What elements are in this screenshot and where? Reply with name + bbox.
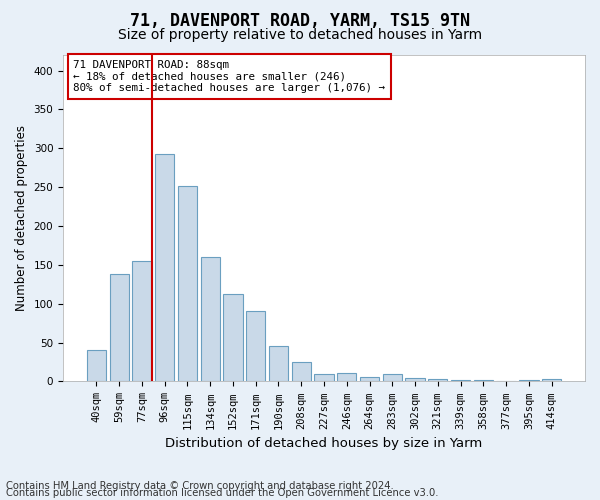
Bar (360, 377, 379, 382)
Bar (519, 380, 539, 382)
Bar (314, 374, 334, 382)
Text: Size of property relative to detached houses in Yarm: Size of property relative to detached ho… (118, 28, 482, 42)
Bar (87, 350, 106, 382)
Bar (132, 261, 152, 382)
Bar (178, 186, 197, 382)
Bar (110, 274, 129, 382)
Bar (406, 378, 425, 382)
Bar (496, 380, 516, 382)
Bar (473, 380, 493, 382)
Text: 71, DAVENPORT ROAD, YARM, TS15 9TN: 71, DAVENPORT ROAD, YARM, TS15 9TN (130, 12, 470, 30)
Bar (428, 379, 448, 382)
Bar (292, 362, 311, 382)
Bar (269, 346, 288, 382)
Bar (383, 374, 402, 382)
Bar (155, 154, 175, 382)
Bar (200, 257, 220, 382)
Bar (223, 294, 242, 382)
Text: Contains public sector information licensed under the Open Government Licence v3: Contains public sector information licen… (6, 488, 439, 498)
Text: Contains HM Land Registry data © Crown copyright and database right 2024.: Contains HM Land Registry data © Crown c… (6, 481, 394, 491)
Y-axis label: Number of detached properties: Number of detached properties (15, 125, 28, 311)
Bar (337, 373, 356, 382)
X-axis label: Distribution of detached houses by size in Yarm: Distribution of detached houses by size … (166, 437, 482, 450)
Bar (542, 379, 561, 382)
Text: 71 DAVENPORT ROAD: 88sqm
← 18% of detached houses are smaller (246)
80% of semi-: 71 DAVENPORT ROAD: 88sqm ← 18% of detach… (73, 60, 385, 93)
Bar (451, 380, 470, 382)
Bar (246, 312, 265, 382)
